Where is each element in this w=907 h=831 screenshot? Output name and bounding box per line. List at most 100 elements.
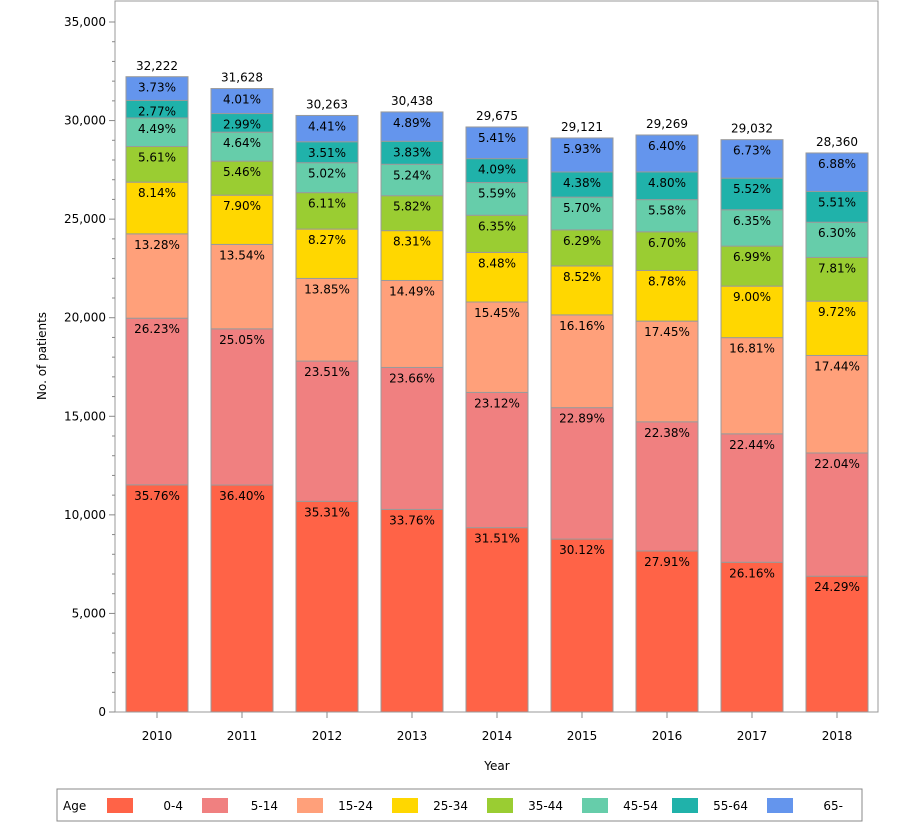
data-label: 2.99% xyxy=(223,118,261,132)
bar-segment-15-24 xyxy=(380,279,444,368)
bar-segment-35-44 xyxy=(550,229,614,267)
bar-segment-0-4 xyxy=(295,500,359,713)
x-tick-label: 2013 xyxy=(397,729,428,743)
bar-segment-35-44 xyxy=(125,146,189,183)
total-label: 29,269 xyxy=(646,117,688,131)
bar-segment-35-44 xyxy=(635,231,699,271)
bar-segment-15-24 xyxy=(720,337,784,435)
data-label: 17.44% xyxy=(814,359,860,373)
data-label: 5.59% xyxy=(478,187,516,201)
bar-segment-45-54 xyxy=(380,163,444,197)
bar-stack-2016: 27.91% 22.38% 17.45% 8.78% 6.70% 5.58% 4.80% 6.… xyxy=(635,117,699,713)
data-label: 5.58% xyxy=(648,204,686,218)
bar-segment-65- xyxy=(720,139,784,179)
legend-swatch xyxy=(297,798,323,813)
data-label: 16.81% xyxy=(729,342,775,356)
data-label: 5.41% xyxy=(478,131,516,145)
bar-stack-2013: 33.76% 23.66% 14.49% 8.31% 5.82% 5.24% 3.83% 4.… xyxy=(380,94,444,713)
bar-segment-0-4 xyxy=(465,527,529,713)
data-label: 6.70% xyxy=(648,236,686,250)
data-label: 17.45% xyxy=(644,325,690,339)
bar-segment-25-34 xyxy=(805,300,869,356)
bar-segment-5-14 xyxy=(210,328,274,486)
data-label: 6.73% xyxy=(733,144,771,158)
bar-segment-25-34 xyxy=(125,181,189,235)
bar-segment-25-34 xyxy=(635,269,699,322)
legend-label: 15-24 xyxy=(338,799,373,813)
bar-segment-35-44 xyxy=(210,160,274,196)
bar-segment-65- xyxy=(635,134,699,173)
data-label: 8.52% xyxy=(563,270,601,284)
data-label: 4.41% xyxy=(308,119,346,133)
bar-segment-65- xyxy=(295,114,359,143)
y-tick-label: 35,000 xyxy=(64,15,106,29)
data-label: 22.04% xyxy=(814,457,860,471)
legend-swatch xyxy=(487,798,513,813)
total-label: 29,121 xyxy=(561,120,603,134)
legend-item-25-34: 25-34 xyxy=(392,798,468,813)
data-label: 26.16% xyxy=(729,566,775,580)
bar-segment-15-24 xyxy=(550,314,614,409)
data-label: 7.81% xyxy=(818,261,856,275)
bar-segment-25-34 xyxy=(295,228,359,279)
total-label: 31,628 xyxy=(221,70,263,84)
legend-swatch xyxy=(672,798,698,813)
bar-segment-35-44 xyxy=(720,245,784,287)
data-label: 22.89% xyxy=(559,412,605,426)
legend-item-45-54: 45-54 xyxy=(582,798,658,813)
bar-segment-35-44 xyxy=(295,192,359,230)
data-label: 35.76% xyxy=(134,489,180,503)
data-label: 8.27% xyxy=(308,233,346,247)
bar-segment-0-4 xyxy=(720,561,784,713)
bar-segment-65- xyxy=(465,126,529,160)
data-label: 22.44% xyxy=(729,438,775,452)
y-tick-label: 25,000 xyxy=(64,212,106,226)
bar-stack-2012: 35.31% 23.51% 13.85% 8.27% 6.11% 5.02% 3.51% 4.… xyxy=(295,97,359,713)
legend-title: Age xyxy=(63,799,86,813)
legend-label: 0-4 xyxy=(163,799,183,813)
legend-item-55-64: 55-64 xyxy=(672,798,748,813)
total-label: 29,675 xyxy=(476,109,518,123)
legend: Age 0-4 5-14 15-24 25-34 35-44 45-54 55-64 65- xyxy=(56,788,863,822)
data-label: 13.85% xyxy=(304,282,350,296)
x-tick-label: 2014 xyxy=(482,729,513,743)
legend-label: 55-64 xyxy=(713,799,748,813)
bar-segment-5-14 xyxy=(720,433,784,563)
bar-segment-35-44 xyxy=(380,195,444,232)
data-label: 35.31% xyxy=(304,505,350,519)
bar-segment-45-54 xyxy=(720,209,784,247)
data-label: 6.30% xyxy=(818,226,856,240)
total-label: 32,222 xyxy=(136,59,178,73)
bar-segment-55-64 xyxy=(720,177,784,211)
bar-segment-25-34 xyxy=(210,194,274,245)
bar-segment-35-44 xyxy=(465,214,529,253)
bar-segment-15-24 xyxy=(635,320,699,423)
data-label: 4.64% xyxy=(223,136,261,150)
y-axis: 0 5,000 10,000 15,000 20,000 25,000 30,000 35,0… xyxy=(64,15,115,719)
data-label: 6.35% xyxy=(733,214,771,228)
bar-segment-0-4 xyxy=(805,575,869,713)
y-tick-label: 10,000 xyxy=(64,508,106,522)
bar-segment-45-54 xyxy=(805,221,869,258)
bar-segment-15-24 xyxy=(210,243,274,330)
bar-segment-15-24 xyxy=(125,233,189,319)
data-label: 6.99% xyxy=(733,250,771,264)
y-tick-label: 20,000 xyxy=(64,311,106,325)
bar-segment-25-34 xyxy=(550,265,614,316)
x-axis-label: Year xyxy=(483,759,509,773)
bar-segment-55-64 xyxy=(635,171,699,201)
data-label: 5.70% xyxy=(563,201,601,215)
bar-segment-0-4 xyxy=(635,550,699,713)
bar-segment-15-24 xyxy=(805,354,869,454)
legend-frame xyxy=(56,788,863,822)
bar-segment-5-14 xyxy=(465,391,529,529)
data-label: 7.90% xyxy=(223,199,261,213)
x-tick-label: 2011 xyxy=(227,729,258,743)
bar-segment-25-34 xyxy=(720,285,784,339)
data-label: 8.78% xyxy=(648,274,686,288)
x-tick-label: 2017 xyxy=(737,729,768,743)
bar-segment-5-14 xyxy=(635,421,699,552)
legend-swatch xyxy=(107,798,133,813)
legend-label: 45-54 xyxy=(623,799,658,813)
legend-item-65-: 65- xyxy=(767,798,843,813)
